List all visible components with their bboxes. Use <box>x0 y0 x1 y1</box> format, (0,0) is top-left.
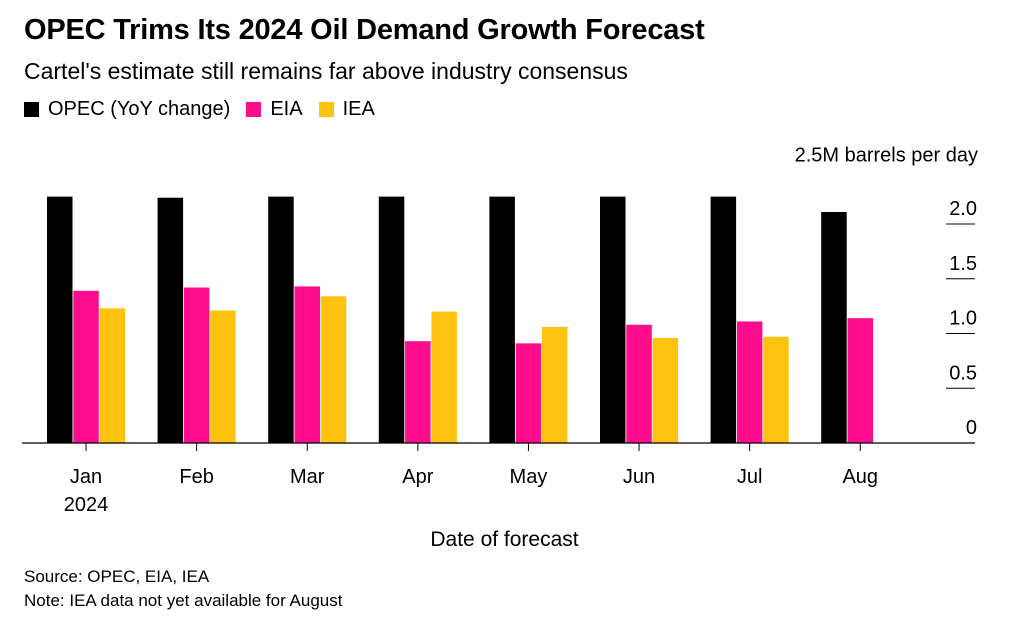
bar-iea <box>210 310 236 443</box>
x-tick-label: May <box>510 466 548 488</box>
legend-label-iea: IEA <box>342 98 375 120</box>
x-tick-label: Feb <box>179 466 213 488</box>
bar-opec <box>157 197 184 443</box>
legend-swatch-opec <box>24 102 39 117</box>
x-tick-label: Apr <box>402 466 433 488</box>
bar-iea <box>652 337 679 443</box>
legend-item-opec: OPEC (YoY change) <box>24 98 230 121</box>
footnote: Note: IEA data not yet available for Aug… <box>24 591 343 610</box>
legend: OPEC (YoY change) EIA IEA <box>24 98 391 121</box>
y-tick-label: 0 <box>966 417 977 439</box>
x-tick-label: Aug <box>842 466 878 488</box>
y-tick-label: 1.5 <box>949 253 977 275</box>
bar-opec <box>268 196 294 443</box>
bar-opec <box>600 196 626 443</box>
bar-iea <box>99 308 126 443</box>
x-tick-label: Jul <box>737 466 763 488</box>
bar-opec <box>489 196 515 443</box>
bar-eia <box>183 287 210 443</box>
bar-eia <box>405 341 431 443</box>
bar-iea <box>431 311 457 443</box>
x-tick-label: Mar <box>290 466 325 488</box>
bar-eia <box>847 318 873 443</box>
legend-swatch-eia <box>246 102 262 117</box>
y-axis-title: 2.5M barrels per day <box>795 144 978 166</box>
bar-iea <box>320 296 347 443</box>
bar-opec <box>710 196 737 443</box>
bar-opec <box>47 196 73 443</box>
legend-label-opec: OPEC (YoY change) <box>48 98 231 120</box>
chart-subtitle: Cartel's estimate still remains far abov… <box>24 58 628 84</box>
bar-iea <box>763 336 789 443</box>
source-note: Source: OPEC, EIA, IEA <box>24 567 210 586</box>
x-tick-sublabel: 2024 <box>64 494 109 516</box>
bar-eia <box>73 290 99 443</box>
bar-eia <box>736 321 763 443</box>
chart-title: OPEC Trims Its 2024 Oil Demand Growth Fo… <box>24 14 705 46</box>
legend-item-iea: IEA <box>318 98 375 121</box>
y-tick-label: 2.0 <box>949 198 977 220</box>
bar-iea <box>542 326 568 443</box>
bar-eia <box>294 286 320 443</box>
legend-label-eia: EIA <box>270 98 303 120</box>
bar-opec <box>378 196 405 443</box>
y-tick-label: 0.5 <box>949 362 977 384</box>
bar-opec <box>821 211 847 443</box>
legend-swatch-iea <box>318 102 334 117</box>
x-tick-label: Jan <box>70 466 102 488</box>
x-axis-title: Date of forecast <box>430 528 579 551</box>
legend-item-eia: EIA <box>246 98 303 121</box>
x-tick-label: Jun <box>623 466 655 488</box>
y-tick-label: 1.0 <box>949 308 977 330</box>
bar-eia <box>626 324 652 443</box>
bar-chart: 0 0.5 1.0 1.5 2.0 2.5M barrels per day Jan 2024… <box>22 144 978 516</box>
bar-eia <box>515 343 542 443</box>
